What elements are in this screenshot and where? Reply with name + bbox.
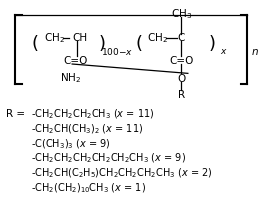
Text: CH$_3$: CH$_3$ [171, 7, 192, 21]
Text: CH$_2$: CH$_2$ [44, 31, 65, 45]
Text: $x$: $x$ [220, 47, 227, 56]
Text: -CH$_2$CH$_2$CH$_2$CH$_2$CH$_2$CH$_3$ ($x$ = 9): -CH$_2$CH$_2$CH$_2$CH$_2$CH$_2$CH$_3$ ($… [31, 152, 186, 166]
Text: (: ( [136, 35, 143, 53]
Text: $n$: $n$ [251, 47, 259, 57]
Text: CH: CH [72, 33, 87, 43]
Text: ): ) [99, 35, 106, 53]
Text: R: R [178, 90, 185, 100]
Text: -C(CH$_3$)$_3$ ($x$ = 9): -C(CH$_3$)$_3$ ($x$ = 9) [31, 137, 111, 150]
Text: ): ) [208, 35, 215, 53]
Text: 100−$x$: 100−$x$ [101, 46, 133, 57]
Text: NH$_2$: NH$_2$ [60, 72, 81, 85]
Text: (: ( [32, 35, 38, 53]
Text: C=O: C=O [64, 56, 88, 66]
Text: O: O [177, 74, 186, 84]
Text: CH$_2$: CH$_2$ [147, 31, 168, 45]
Text: -CH$_2$CH(C$_2$H$_5$)CH$_2$CH$_2$CH$_2$CH$_3$ ($x$ = 2): -CH$_2$CH(C$_2$H$_5$)CH$_2$CH$_2$CH$_2$C… [31, 167, 213, 180]
Text: C=O: C=O [169, 56, 193, 66]
Text: R =: R = [6, 109, 28, 119]
Text: -CH$_2$CH(CH$_3$)$_2$ ($x$ = 11): -CH$_2$CH(CH$_3$)$_2$ ($x$ = 11) [31, 122, 143, 136]
Text: -CH$_2$(CH$_2$)$_{10}$CH$_3$ ($x$ = 1): -CH$_2$(CH$_2$)$_{10}$CH$_3$ ($x$ = 1) [31, 182, 146, 195]
Text: -CH$_2$CH$_2$CH$_2$CH$_3$ ($x$ = 11): -CH$_2$CH$_2$CH$_2$CH$_3$ ($x$ = 11) [31, 107, 154, 121]
Text: C: C [178, 33, 185, 43]
